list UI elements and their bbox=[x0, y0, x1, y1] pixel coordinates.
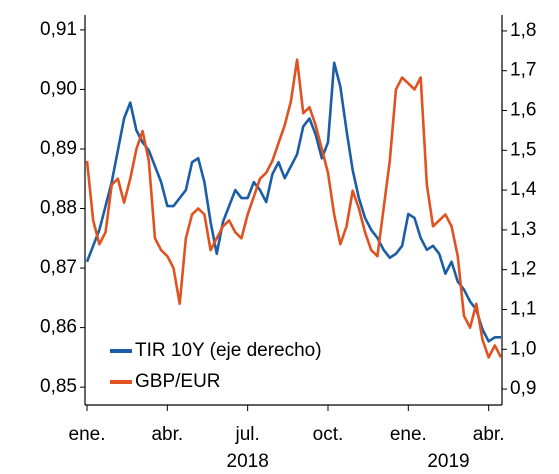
y2-tick-label: 1,3 bbox=[510, 219, 536, 240]
y2-tick-label: 0,9 bbox=[510, 378, 536, 399]
year-label: 2019 bbox=[427, 451, 469, 472]
x-tick-label: ene. bbox=[69, 424, 106, 445]
y2-tick-label: 1,0 bbox=[510, 338, 536, 359]
year-label: 2018 bbox=[227, 451, 269, 472]
legend-label: GBP/EUR bbox=[135, 371, 221, 392]
y-tick-label: 0,89 bbox=[40, 138, 77, 159]
x-tick-label: abr. bbox=[473, 424, 505, 445]
y2-tick-label: 1,1 bbox=[510, 299, 536, 320]
legend-label: TIR 10Y (eje derecho) bbox=[135, 340, 322, 361]
x-tick-label: abr. bbox=[151, 424, 183, 445]
x-tick-label: jul. bbox=[235, 424, 260, 445]
y-tick-label: 0,86 bbox=[40, 317, 77, 338]
y2-tick-label: 1,4 bbox=[510, 179, 537, 200]
y-tick-label: 0,87 bbox=[40, 257, 77, 278]
y2-tick-label: 1,2 bbox=[510, 259, 536, 280]
y2-tick-label: 1,5 bbox=[510, 139, 536, 160]
y2-tick-label: 1,7 bbox=[510, 60, 536, 81]
y-tick-label: 0,85 bbox=[40, 376, 77, 397]
series-line bbox=[85, 58, 503, 359]
y-tick-label: 0,90 bbox=[40, 78, 77, 99]
y2-tick-label: 1,8 bbox=[510, 20, 536, 41]
series-line bbox=[85, 61, 501, 343]
x-tick-label: ene. bbox=[390, 424, 427, 445]
x-tick-label: oct. bbox=[313, 424, 344, 445]
y-tick-label: 0,91 bbox=[40, 19, 77, 40]
y2-tick-label: 1,6 bbox=[510, 100, 536, 121]
y-tick-label: 0,88 bbox=[40, 198, 77, 219]
